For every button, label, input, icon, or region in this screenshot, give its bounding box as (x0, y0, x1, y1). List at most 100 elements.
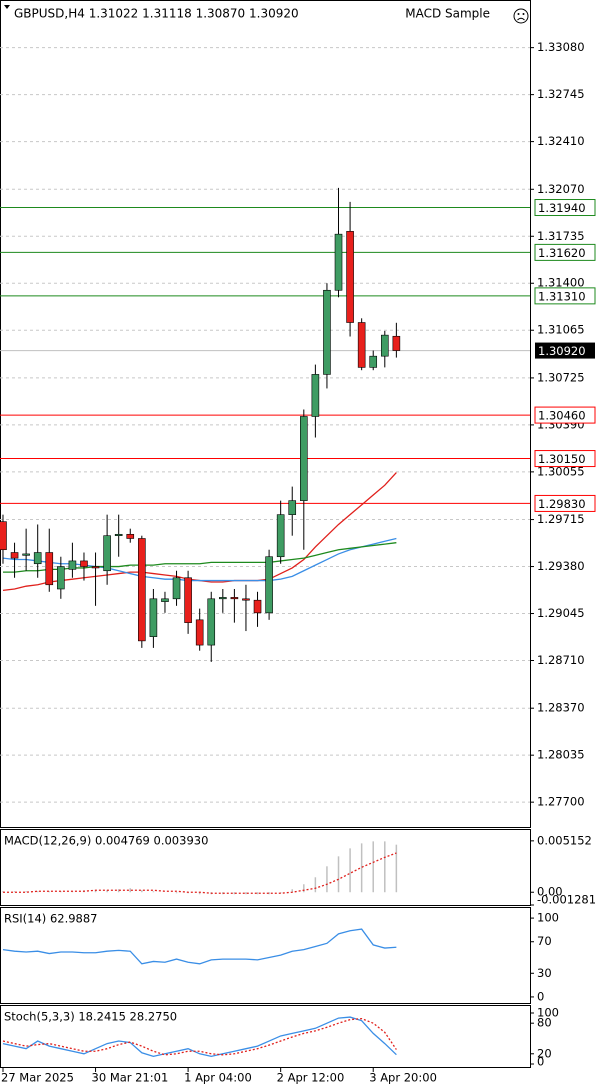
y-tick-label: 1.33080 (537, 40, 585, 54)
candle-body (57, 566, 65, 590)
expert-icon[interactable] (513, 8, 529, 24)
y-tick-label: 1.30055 (537, 464, 585, 478)
y-tick-label: 1.31735 (537, 229, 585, 243)
level-label: 1.31940 (538, 201, 586, 215)
candle-body (276, 514, 285, 558)
panel-bar: 0.005152 0.00-0.001281 MACD(12,26,9) 0.004… (2, 833, 596, 907)
y-tick-label: 0.005152 (537, 833, 592, 847)
expert-name: MACD Sample (405, 7, 490, 21)
macd-panel-border (0, 829, 531, 906)
candle-body (22, 553, 30, 556)
candle-body (91, 566, 100, 569)
panel-candlestick: 1.33080 1.32745 1.32410 1.32070 1.31735 1.314… (0, 40, 596, 809)
rsi-panel-border (0, 907, 531, 1004)
panel-title: RSI(14) 62.9887 (4, 912, 98, 926)
level-label-box (534, 287, 596, 305)
quick-menu-arrow[interactable] (4, 5, 10, 9)
candle-body (242, 598, 250, 601)
x-tick-label: 27 Mar 2025 (1, 1071, 74, 1085)
indicator-line (2, 1016, 397, 1058)
candle-body (184, 577, 192, 623)
candle-body (346, 231, 354, 323)
x-tick-label: 1 Apr 04:00 (184, 1071, 252, 1085)
y-tick-label: 80 (537, 1016, 552, 1030)
candle-body (138, 538, 146, 642)
candle-body (380, 334, 389, 357)
candle-body (114, 533, 123, 536)
main-panel-border (0, 0, 531, 828)
candle-body (126, 533, 135, 539)
x-tick-label: 30 Mar 21:01 (92, 1071, 169, 1085)
candle-body (392, 335, 401, 351)
candle-body (357, 322, 366, 368)
candle-body (45, 552, 54, 586)
candle-body (369, 355, 378, 368)
candle-body (300, 416, 308, 501)
y-tick-label: 1.29715 (537, 512, 585, 526)
y-tick-label: 1.28710 (537, 653, 585, 667)
candle-body (288, 500, 297, 515)
x-tick-label: 2 Apr 12:00 (277, 1071, 345, 1085)
level-label-box (534, 450, 596, 468)
y-tick-label: 1.29380 (537, 559, 585, 573)
candle-body (103, 535, 111, 572)
y-tick-label: 0 (537, 989, 544, 1003)
y-tick-label: 1.29045 (537, 606, 585, 620)
y-tick-label: 0.00 (537, 885, 563, 899)
current-price-label: 1.30920 (538, 344, 586, 358)
level-label-box (534, 199, 596, 217)
y-tick-label: 1.30725 (537, 370, 585, 384)
candle-body (311, 374, 320, 417)
stoch-panel-border (0, 1005, 531, 1068)
chart-title: GBPUSD,H4 1.31022 1.31118 1.30870 1.3092… (14, 7, 299, 21)
candle-body (230, 597, 239, 600)
y-tick-label: 1.32410 (537, 134, 585, 148)
y-tick-label: 0 (537, 1055, 544, 1069)
panel-title: MACD(12,26,9) 0.004769 0.003930 (4, 834, 208, 848)
level-label: 1.31620 (538, 246, 586, 260)
candle-body (149, 598, 158, 637)
y-tick-label: 100 (537, 1005, 559, 1019)
indicator-line (2, 537, 397, 582)
y-tick-label: 1.27700 (537, 795, 585, 809)
candle-body (68, 560, 77, 570)
panel-title: Stoch(5,3,3) 18.2415 28.2750 (4, 1010, 177, 1024)
candle-body (253, 599, 262, 614)
y-tick-label: 70 (537, 934, 552, 948)
candle-body (334, 233, 343, 291)
candle-body (207, 598, 216, 646)
y-tick-label: 1.28370 (537, 701, 585, 715)
candle-body (172, 577, 181, 600)
y-tick-label: 1.32070 (537, 182, 585, 196)
candle-body (323, 289, 331, 375)
level-label: 1.29830 (538, 497, 586, 511)
y-tick-label: 1.31065 (537, 323, 585, 337)
level-label: 1.30150 (538, 452, 586, 466)
y-tick-label: -0.001281 (537, 893, 596, 907)
candle-body (0, 521, 7, 551)
frame (0, 0, 531, 1068)
indicator-line (2, 928, 397, 965)
y-tick-label: 20 (537, 1046, 552, 1060)
candle-body (80, 560, 88, 567)
candle-body (195, 619, 204, 646)
y-tick-label: 1.32745 (537, 87, 585, 101)
panel-line: 100 70 30 0 RSI(14) 62.9887 (2, 911, 559, 1003)
candle-body (10, 552, 19, 559)
candle-body (219, 597, 227, 600)
y-tick-label: 100 (537, 911, 559, 925)
level-label-box (534, 243, 596, 261)
level-label: 1.31310 (538, 289, 586, 303)
candle-body (161, 598, 169, 602)
indicator-line (2, 542, 397, 573)
y-tick-label: 30 (537, 966, 552, 980)
x-tick-label: 3 Apr 20:00 (369, 1071, 437, 1085)
indicator-line (2, 852, 397, 894)
candle-body (33, 552, 42, 565)
level-label-box (534, 494, 596, 512)
current-price-box (535, 342, 595, 359)
candle-body (265, 556, 273, 614)
